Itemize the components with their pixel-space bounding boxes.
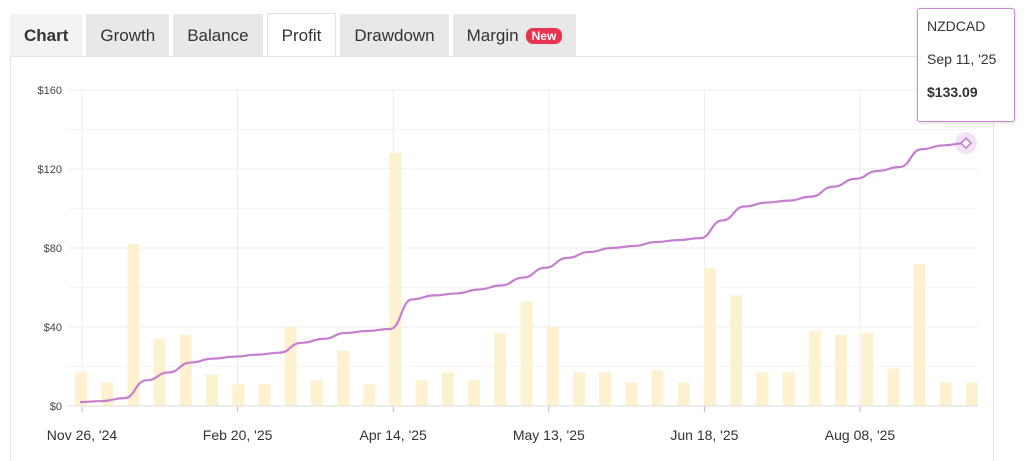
marker-point <box>959 137 973 150</box>
bar <box>494 332 507 406</box>
x-tick-label: Feb 20, '25 <box>203 427 273 443</box>
tab-chart[interactable]: Chart <box>10 14 83 57</box>
bar <box>127 244 140 406</box>
tab-balance[interactable]: Balance <box>173 14 263 57</box>
bar <box>756 372 769 406</box>
bar <box>206 374 219 406</box>
bar <box>75 372 87 406</box>
chart-panel <box>10 56 994 461</box>
bar <box>730 295 743 406</box>
tooltip-value: $133.09 <box>927 84 978 100</box>
tab-profit[interactable]: Profit <box>266 13 337 57</box>
x-tick-label: Nov 26, '24 <box>47 427 118 443</box>
bar <box>101 382 114 406</box>
tab-drawdown[interactable]: Drawdown <box>340 14 449 57</box>
bar <box>703 267 716 406</box>
bar <box>966 382 978 406</box>
profit-line <box>79 142 967 404</box>
axes: $0 $40 $80 $120 $160 Nov 26, '24 Feb 20, '25 Ap… <box>38 85 978 443</box>
y-tick-label: $40 <box>44 322 62 334</box>
y-tick-label: $160 <box>38 85 62 97</box>
x-tick-label: Apr 14, '25 <box>360 427 427 443</box>
tab-label: Growth <box>100 25 156 45</box>
bar <box>599 372 612 406</box>
tooltip: NZDCAD Sep 11, '25 $133.09 <box>917 8 1015 122</box>
tab-label: Margin <box>466 25 519 45</box>
bar <box>389 153 402 406</box>
bar <box>415 380 428 406</box>
bar <box>625 382 638 406</box>
bar <box>441 372 454 406</box>
bar <box>546 327 559 406</box>
new-badge: New <box>525 27 563 44</box>
tab-growth[interactable]: Growth <box>86 14 170 57</box>
bar <box>468 380 481 406</box>
tab-label: Profit <box>281 25 322 45</box>
bar <box>284 327 297 406</box>
bars <box>75 153 978 406</box>
bar <box>677 382 690 406</box>
tooltip-date: Sep 11, '25 <box>927 51 997 67</box>
bar <box>808 330 821 406</box>
bar <box>782 372 795 406</box>
chart-tabs: Chart Growth Balance Profit Drawdown Mar… <box>10 11 1024 57</box>
hover-marker <box>955 132 977 155</box>
bar <box>310 380 323 406</box>
bar <box>887 368 900 406</box>
x-tick-label: Jun 18, '25 <box>670 427 738 443</box>
tooltip-symbol: NZDCAD <box>927 18 986 34</box>
x-tick-label: May 13, '25 <box>513 427 585 443</box>
bar <box>232 384 245 406</box>
bar <box>337 350 350 406</box>
bar <box>572 372 585 406</box>
tab-label: Drawdown <box>354 25 435 45</box>
y-tick-label: $80 <box>44 243 62 255</box>
bar <box>258 384 271 406</box>
bar <box>913 263 926 406</box>
x-tick-label: Aug 08, '25 <box>825 427 896 443</box>
y-tick-label: $120 <box>38 164 62 176</box>
bar <box>363 384 376 406</box>
bar <box>834 334 847 406</box>
bar <box>861 332 874 406</box>
tab-label: Chart <box>24 25 69 45</box>
profit-line-series <box>79 142 967 404</box>
bar <box>651 370 664 406</box>
bar <box>179 334 192 406</box>
bar <box>939 382 952 406</box>
bar <box>153 338 166 406</box>
tab-label: Balance <box>187 25 249 45</box>
y-tick-label: $0 <box>50 401 62 413</box>
tab-margin[interactable]: Margin New <box>452 14 577 57</box>
bar <box>520 301 533 406</box>
